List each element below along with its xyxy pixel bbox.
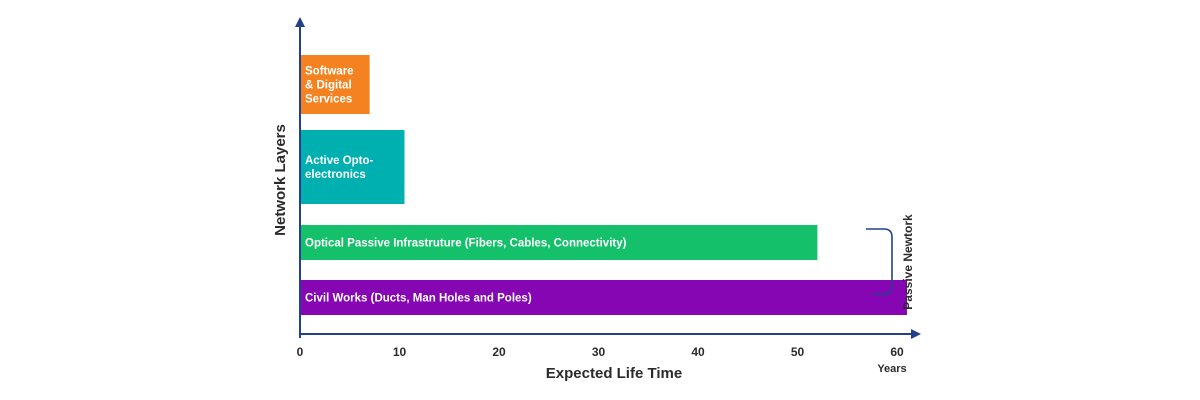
bar-0: [301, 55, 370, 114]
bar-label-line: & Digital: [305, 80, 352, 92]
bar-label-line: Optical Passive Infrastruture (Fibers, C…: [305, 238, 627, 250]
x-tick-labels: 0 10 20 30 40 50 60: [297, 345, 904, 359]
bar-label-line: Services: [305, 94, 352, 106]
bar-label-line: Active Opto-: [305, 155, 374, 167]
bar-3: [301, 280, 907, 315]
x-axis-unit: Years: [877, 363, 906, 375]
bar-label-1: Active Opto-electronics: [305, 155, 374, 181]
bar-label-line: electronics: [305, 169, 366, 181]
bars-group: Software & Digital Services Active Opto-ele…: [301, 55, 907, 315]
y-axis-title: Network Layers: [272, 124, 289, 236]
passive-network-bracket: [866, 228, 893, 295]
passive-network-label: Passive Newtork: [901, 214, 915, 310]
x-tick-label: 60: [890, 345, 904, 359]
x-tick-label: 0: [297, 345, 304, 359]
x-tick-label: 30: [592, 345, 606, 359]
bar-label-3: Civil Works (Ducts, Man Holes and Poles): [305, 293, 532, 305]
x-axis-title: Expected Life Time: [546, 365, 682, 382]
bar-label-2: Optical Passive Infrastruture (Fibers, C…: [305, 238, 627, 250]
bar-2: [301, 225, 818, 260]
x-tick-label: 10: [393, 345, 407, 359]
bar-label-line: Civil Works (Ducts, Man Holes and Poles): [305, 293, 532, 305]
bar-label-0: Software & Digital Services: [305, 66, 354, 106]
x-tick-label: 50: [791, 345, 805, 359]
bar-1: [301, 130, 405, 204]
x-tick-label: 40: [691, 345, 705, 359]
x-tick-label: 20: [492, 345, 506, 359]
bar-label-line: Software: [305, 66, 354, 78]
